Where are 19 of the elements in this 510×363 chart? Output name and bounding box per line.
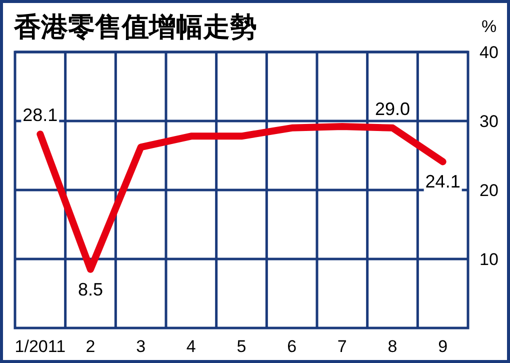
x-tick-label: 6 bbox=[287, 337, 297, 356]
data-label: 8.5 bbox=[78, 279, 104, 300]
x-tick-label: 8 bbox=[388, 337, 398, 356]
x-tick-label: 9 bbox=[438, 337, 448, 356]
data-label: 29.0 bbox=[374, 98, 410, 119]
y-axis-title: % bbox=[481, 17, 497, 36]
y-tick-label: 30 bbox=[480, 112, 498, 131]
y-tick-label: 10 bbox=[480, 250, 498, 269]
data-label: 28.1 bbox=[22, 105, 58, 126]
x-tick-label: 3 bbox=[136, 337, 146, 356]
y-tick-label: 20 bbox=[480, 181, 498, 200]
x-tick-label: 7 bbox=[337, 337, 347, 356]
data-label: 24.1 bbox=[425, 172, 460, 192]
chart-title: 香港零售值增幅走勢 bbox=[13, 12, 257, 42]
y-tick-label: 40 bbox=[480, 43, 498, 62]
x-tick-label: 2 bbox=[86, 337, 96, 356]
x-tick-label: 4 bbox=[186, 337, 196, 356]
x-tick-label: 1/2011 bbox=[14, 337, 66, 356]
x-tick-label: 5 bbox=[236, 337, 246, 356]
